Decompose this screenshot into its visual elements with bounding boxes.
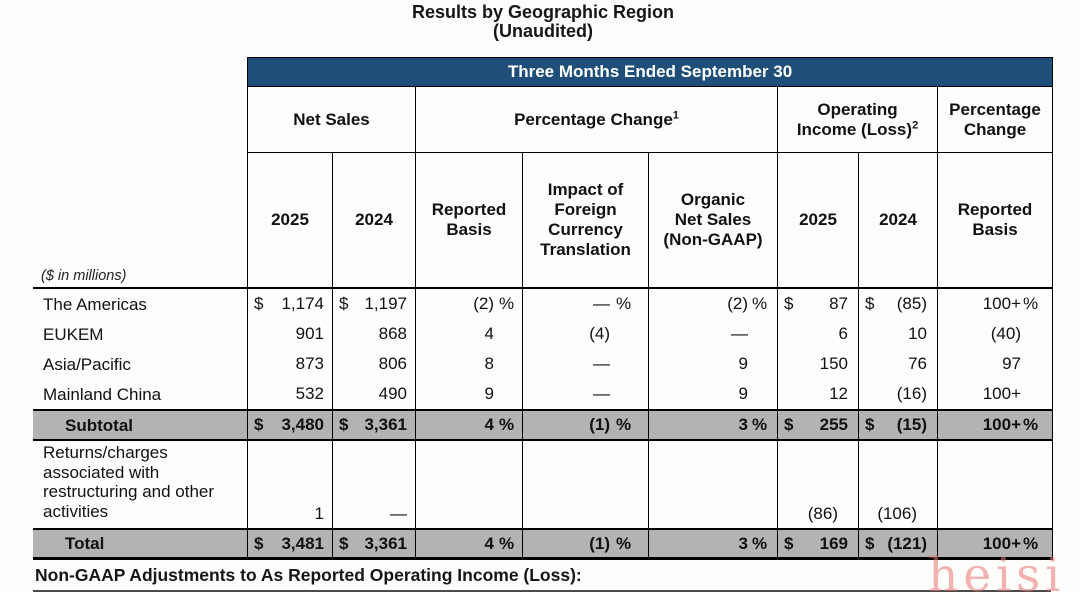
units-note: ($ in millions)	[41, 268, 127, 284]
value-cell: $255	[777, 411, 858, 439]
sub-header-row: ($ in millions) 2025 2024 Reported Basis…	[33, 153, 1053, 289]
col-net-sales-2024: 2024	[332, 153, 415, 287]
table-row: EUKEM 901 868 4 (4) —6 10 (40)	[33, 319, 1053, 349]
footnote-2-marker: 2	[912, 118, 919, 131]
row-label: EUKEM	[43, 324, 104, 344]
value-cell: —	[332, 441, 415, 528]
value-cell: —	[522, 379, 648, 409]
value-cell: $3,361	[332, 411, 415, 439]
value-cell: 6	[777, 319, 858, 349]
value-cell: 901	[247, 319, 332, 349]
value-cell: 9	[648, 379, 777, 409]
table-row: The Americas $1,174 $1,197 (2)% —% (2)% $87 $ (8…	[33, 289, 1053, 319]
corner-cell	[33, 87, 247, 153]
value-cell: —	[648, 319, 777, 349]
value-cell: 532	[247, 379, 332, 409]
value-cell: (1)%	[522, 411, 648, 439]
col-oi-2024: 2024	[858, 153, 937, 287]
value-cell: 12	[777, 379, 858, 409]
footnote-1-marker: 1	[672, 108, 679, 121]
row-label: The Americas	[43, 294, 147, 314]
value-cell: —	[522, 349, 648, 379]
results-table: Three Months Ended September 30 Net Sale…	[33, 57, 1053, 592]
table-body: The Americas $1,174 $1,197 (2)% —% (2)% $87 $ (8…	[33, 289, 1053, 560]
value-cell: 150	[777, 349, 858, 379]
value-cell: 873	[247, 349, 332, 379]
value-cell: 76	[858, 349, 937, 379]
value-cell: 10	[858, 319, 937, 349]
value-cell: (4)	[522, 319, 648, 349]
value-cell: 100+%	[937, 530, 1053, 557]
value-cell: 490	[332, 379, 415, 409]
value-cell: $169	[777, 530, 858, 557]
value-cell: (16)	[858, 379, 937, 409]
value-cell: 100+	[937, 379, 1053, 409]
row-label: Returns/charges associated with restruct…	[43, 443, 215, 521]
value-cell: —%	[522, 289, 648, 319]
non-gaap-footer: Non-GAAP Adjustments to As Reported Oper…	[35, 565, 582, 585]
value-cell: 3%	[648, 530, 777, 557]
value-cell: $3,361	[332, 530, 415, 557]
value-cell: 806	[332, 349, 415, 379]
col-organic-net-sales: Organic Net Sales (Non-GAAP)	[648, 153, 777, 287]
group-header-row: Net Sales Percentage Change1 Operating I…	[33, 87, 1053, 153]
group-percentage-change-1: Percentage Change1	[415, 87, 777, 153]
row-label: Asia/Pacific	[43, 354, 131, 374]
value-cell: (2)%	[415, 289, 522, 319]
col-net-sales-2025: 2025	[247, 153, 332, 287]
value-cell: (2)%	[648, 289, 777, 319]
row-label: Subtotal	[65, 415, 133, 435]
value-cell: 97	[937, 349, 1053, 379]
table-row: Subtotal $3,480 $3,361 4% (1)% 3% $255 $ (15) 100…	[33, 409, 1053, 441]
value-cell: 4%	[415, 530, 522, 557]
table-row: Asia/Pacific 873 806 8—9 150 76 97	[33, 349, 1053, 379]
value-cell: (106)	[858, 441, 937, 528]
value-cell: $1,197	[332, 289, 415, 319]
value-cell: 1	[247, 441, 332, 528]
value-cell: $1,174	[247, 289, 332, 319]
value-cell: (40)	[937, 319, 1053, 349]
table-row: Mainland China 532 490 9—9 12 (16) 100+	[33, 379, 1053, 409]
value-cell: $3,481	[247, 530, 332, 557]
value-cell: 9	[648, 349, 777, 379]
group-net-sales: Net Sales	[247, 87, 415, 153]
col-fx-impact: Impact of Foreign Currency Translation	[522, 153, 648, 287]
group-percentage-change-2: Percentage Change	[937, 87, 1053, 153]
value-cell: (1)%	[522, 530, 648, 557]
value-cell: $87	[777, 289, 858, 319]
title-line-2: (Unaudited)	[493, 21, 593, 41]
value-cell	[522, 441, 648, 528]
value-cell: $ (15)	[858, 411, 937, 439]
row-label: Mainland China	[43, 384, 162, 404]
group-operating-income: Operating Income (Loss)2	[777, 87, 937, 153]
value-cell	[648, 441, 777, 528]
value-cell: 8	[415, 349, 522, 379]
col-pct-reported-basis: Reported Basis	[937, 153, 1053, 287]
value-cell: 100+%	[937, 289, 1053, 319]
table-banner: Three Months Ended September 30	[247, 57, 1053, 87]
col-reported-basis: Reported Basis	[415, 153, 522, 287]
document-title: Results by Geographic Region (Unaudited)	[33, 3, 1053, 41]
value-cell: (86)	[777, 441, 858, 528]
title-line-1: Results by Geographic Region	[411, 2, 675, 22]
row-label: Total	[65, 534, 105, 553]
value-cell: $3,480	[247, 411, 332, 439]
value-cell: $ (121)	[858, 530, 937, 557]
value-cell	[415, 441, 522, 528]
value-cell: 9	[415, 379, 522, 409]
col-oi-2025: 2025	[777, 153, 858, 287]
table-row: Returns/charges associated with restruct…	[33, 441, 1053, 528]
value-cell: 4%	[415, 411, 522, 439]
value-cell: 868	[332, 319, 415, 349]
value-cell: 100+%	[937, 411, 1053, 439]
value-cell	[937, 441, 1053, 528]
value-cell: 4	[415, 319, 522, 349]
table-row: Total $3,481 $3,361 4% (1)% 3% $169 $ (121) 100+%	[33, 528, 1053, 560]
value-cell: 3%	[648, 411, 777, 439]
value-cell: $ (85)	[858, 289, 937, 319]
bottom-rule	[33, 590, 1051, 592]
